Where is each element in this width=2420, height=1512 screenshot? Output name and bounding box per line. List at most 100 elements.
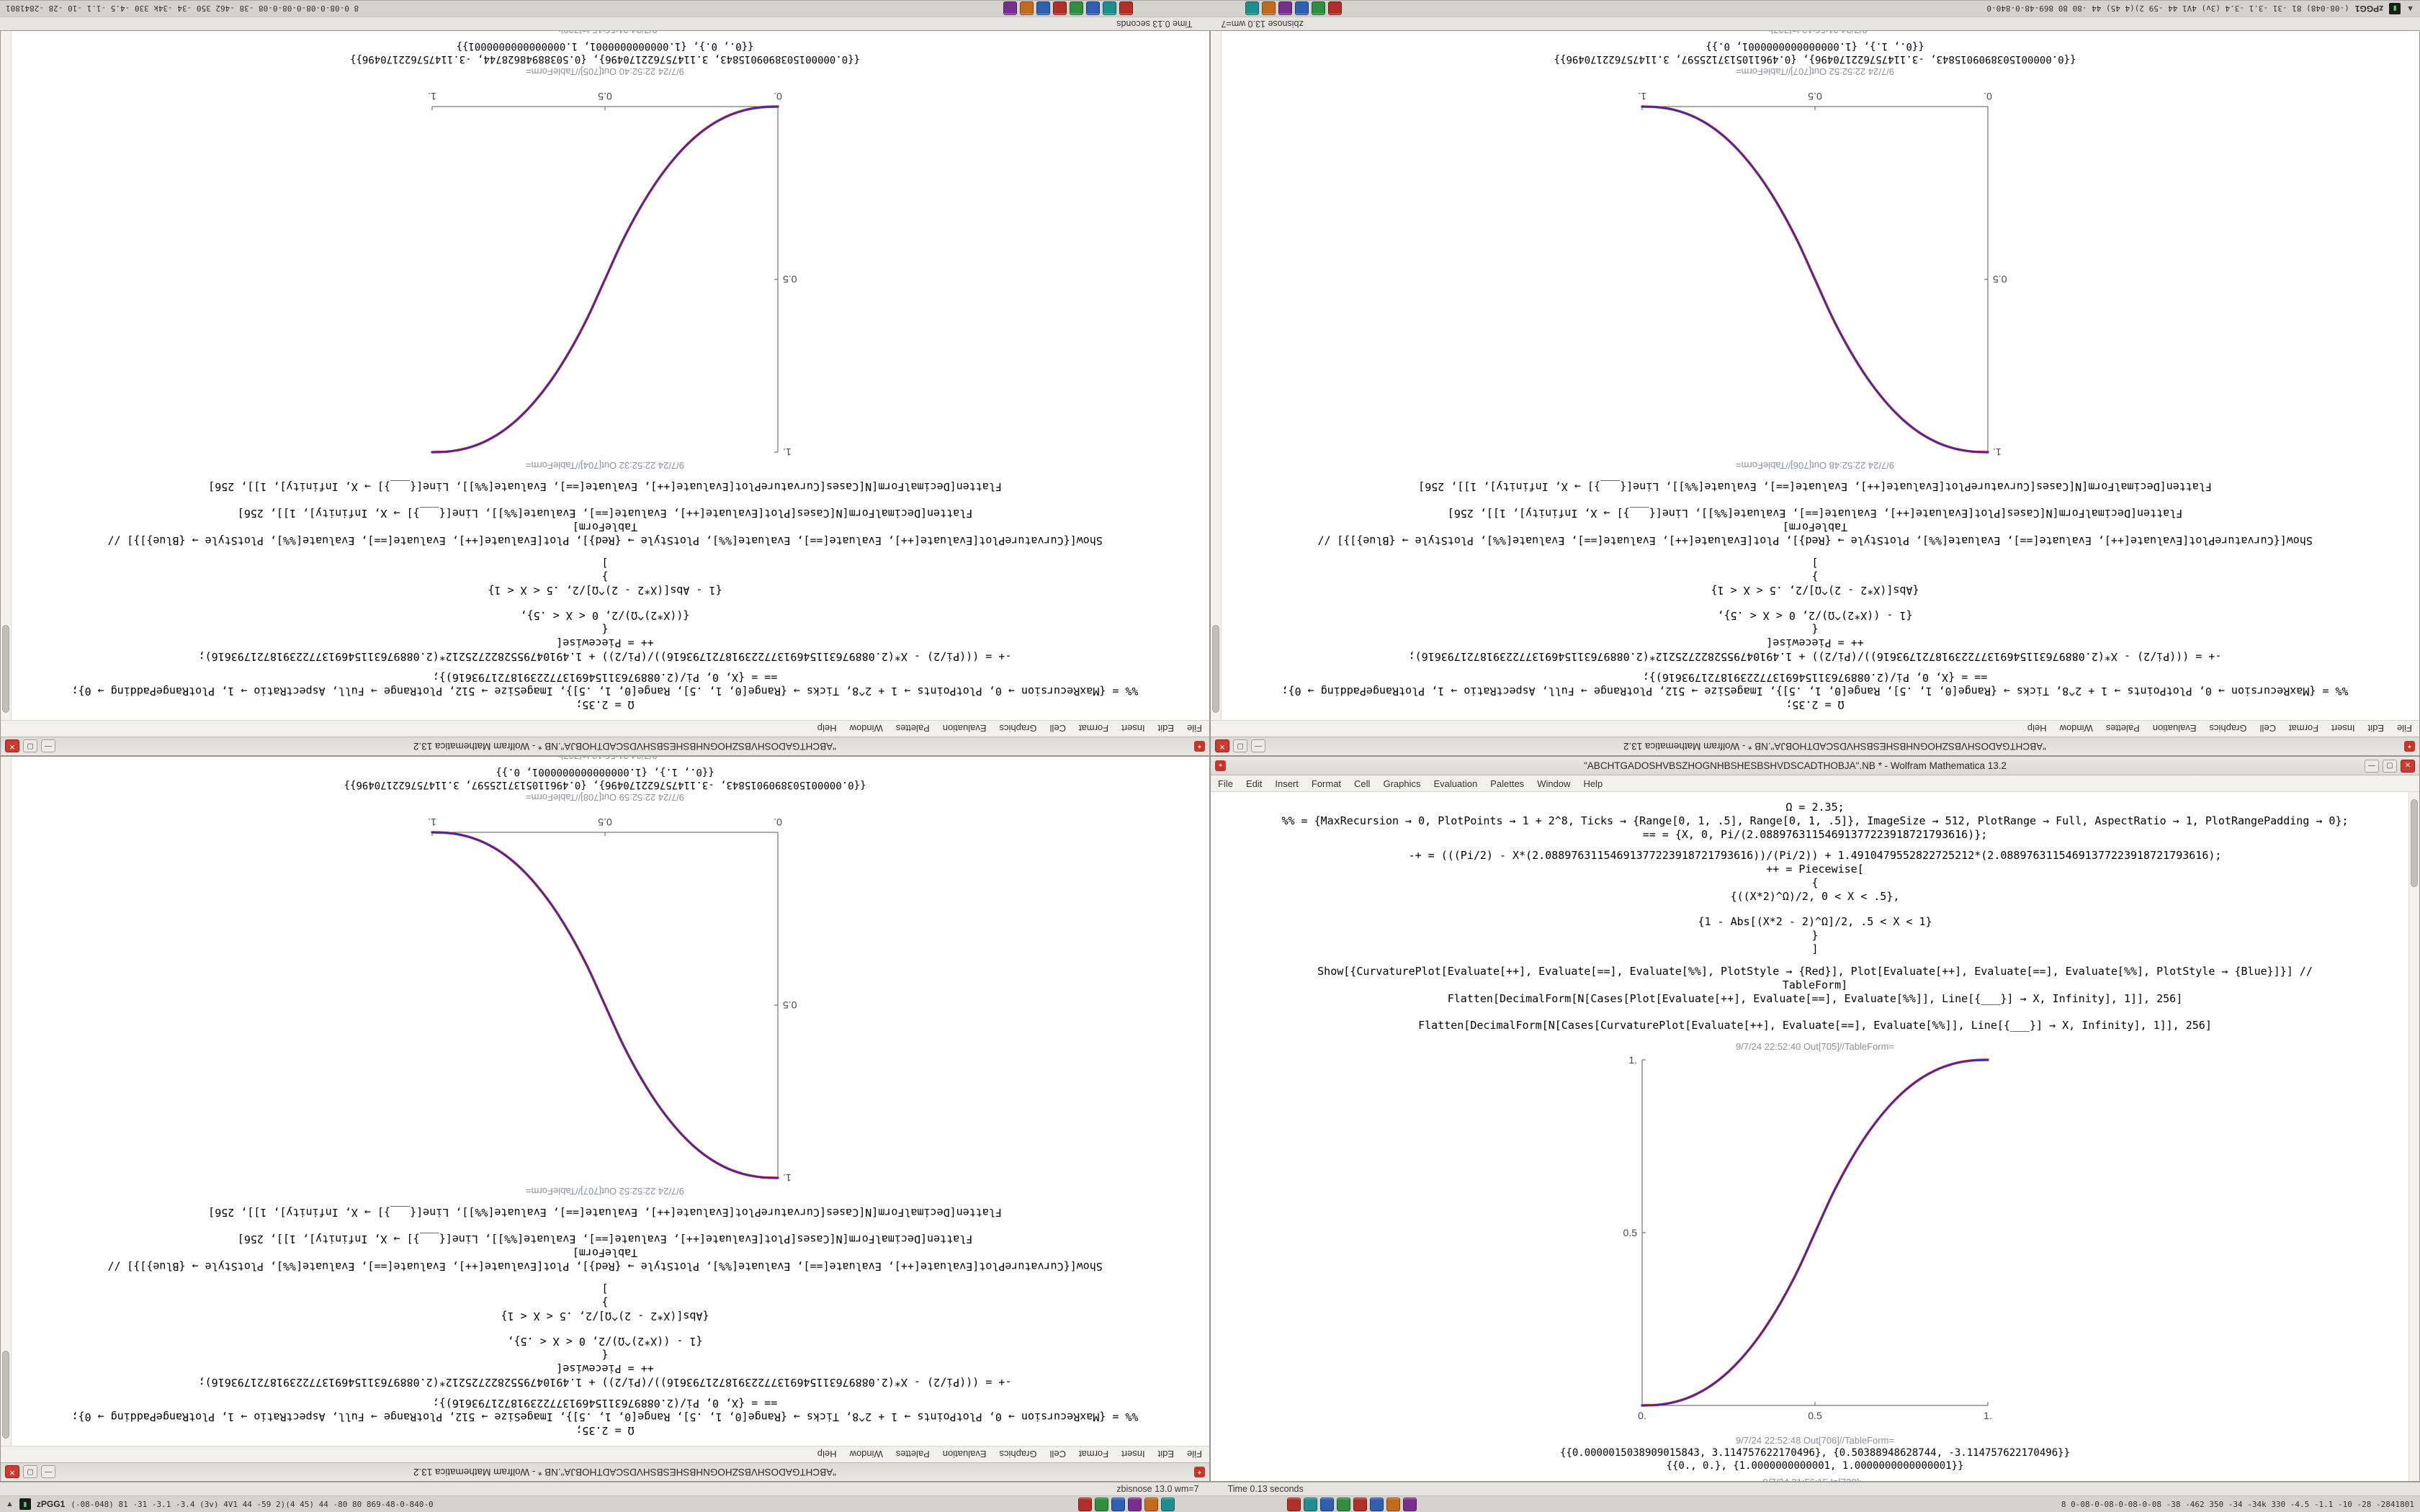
- app-icon[interactable]: [1053, 1, 1067, 16]
- app-icon[interactable]: [1402, 1497, 1417, 1511]
- app-icon[interactable]: [1160, 1497, 1175, 1511]
- menu-item[interactable]: Palettes: [2105, 723, 2140, 734]
- menu-item[interactable]: Graphics: [1383, 778, 1421, 789]
- menu-item[interactable]: File: [1187, 723, 1202, 734]
- app-icon[interactable]: [1319, 1497, 1334, 1511]
- app-icon[interactable]: [1127, 1497, 1142, 1511]
- app-icon[interactable]: [1336, 1497, 1350, 1511]
- menu-item[interactable]: Insert: [2331, 723, 2355, 734]
- scrollbar-thumb[interactable]: [2411, 799, 2418, 887]
- minimize-button[interactable]: —: [1251, 739, 1265, 753]
- app-icon[interactable]: [1119, 1, 1134, 16]
- menu-item[interactable]: Cell: [1049, 1449, 1066, 1460]
- menu-item[interactable]: Window: [2059, 723, 2093, 734]
- notebook-content[interactable]: Ω = 2.35;%% = {MaxRecursion → 0, PlotPoi…: [1211, 31, 2419, 720]
- close-button[interactable]: ✕: [1215, 739, 1229, 753]
- window-titlebar[interactable]: ✦ "ABCHTGADOSHVBSZHOGNHBSHESBSHVDSCADTHO…: [1, 1462, 1209, 1481]
- app-icon[interactable]: [1303, 1497, 1317, 1511]
- notebook-window-top-left[interactable]: ✦ "ABCHTGADOSHVBSZHOGNHBSHESBSHVDSCADTHO…: [0, 30, 1210, 756]
- app-icon[interactable]: [1369, 1497, 1384, 1511]
- menu-item[interactable]: Window: [1537, 778, 1571, 789]
- notebook-content[interactable]: Ω = 2.35;%% = {MaxRecursion → 0, PlotPoi…: [1211, 792, 2419, 1481]
- menu-item[interactable]: Insert: [1275, 778, 1299, 789]
- menu-item[interactable]: Help: [1583, 778, 1603, 789]
- menu-item[interactable]: Palettes: [1490, 778, 1525, 789]
- menu-item[interactable]: Window: [849, 1449, 883, 1460]
- maximize-button[interactable]: ▢: [2383, 759, 2397, 773]
- scrollbar-thumb[interactable]: [2, 1351, 9, 1439]
- menu-item[interactable]: Edit: [1157, 1449, 1175, 1460]
- app-icon[interactable]: [1094, 1497, 1108, 1511]
- menu-item[interactable]: Evaluation: [1433, 778, 1478, 789]
- notebook-window-top-right[interactable]: ✦ "ABCHTGADOSHVBSZHOGNHBSHESBSHVDSCADTHO…: [1210, 30, 2420, 756]
- menu-item[interactable]: Cell: [1049, 723, 1066, 734]
- minimize-button[interactable]: —: [41, 1465, 55, 1479]
- menu-item[interactable]: Help: [817, 1449, 837, 1460]
- menu-item[interactable]: Help: [2027, 723, 2047, 734]
- app-icon[interactable]: [1144, 1497, 1158, 1511]
- notebook-window-bottom-left[interactable]: ✦ "ABCHTGADOSHVBSZHOGNHBSHESBSHVDSCADTHO…: [0, 756, 1210, 1482]
- menu-item[interactable]: File: [2397, 723, 2412, 734]
- minimize-button[interactable]: —: [2365, 759, 2379, 773]
- app-icon[interactable]: [1328, 1, 1343, 16]
- app-icon[interactable]: [1295, 1, 1309, 16]
- app-icon[interactable]: [1278, 1, 1293, 16]
- close-button[interactable]: ✕: [5, 739, 19, 753]
- vertical-scrollbar[interactable]: [1, 31, 12, 720]
- app-icon[interactable]: [1103, 1, 1117, 16]
- input-cell-block[interactable]: Ω = 2.35;%% = {MaxRecursion → 0, PlotPoi…: [22, 480, 1188, 716]
- vertical-scrollbar[interactable]: [1, 757, 12, 1446]
- menu-item[interactable]: Evaluation: [942, 1449, 987, 1460]
- menu-item[interactable]: Edit: [1157, 723, 1175, 734]
- maximize-button[interactable]: ▢: [23, 1465, 37, 1479]
- menu-item[interactable]: Format: [1078, 723, 1109, 734]
- app-icon[interactable]: [1353, 1497, 1367, 1511]
- maximize-button[interactable]: ▢: [1233, 739, 1247, 753]
- show-desktop-icon[interactable]: ▲: [2406, 4, 2414, 13]
- menu-item[interactable]: Format: [1311, 778, 1342, 789]
- menu-item[interactable]: Insert: [1121, 1449, 1145, 1460]
- app-icon[interactable]: [1312, 1, 1326, 16]
- notebook-window-bottom-right[interactable]: ✦ "ABCHTGADOSHVBSZHOGNHBSHESBSHVDSCADTHO…: [1210, 756, 2420, 1482]
- vertical-scrollbar[interactable]: [2408, 792, 2419, 1481]
- show-desktop-icon[interactable]: ▲: [6, 1500, 14, 1508]
- app-icon[interactable]: [1020, 1, 1034, 16]
- input-cell-block[interactable]: Ω = 2.35;%% = {MaxRecursion → 0, PlotPoi…: [1232, 796, 2398, 1032]
- menu-item[interactable]: Palettes: [895, 723, 930, 734]
- menu-item[interactable]: Edit: [2367, 723, 2385, 734]
- menu-item[interactable]: Format: [1078, 1449, 1109, 1460]
- app-icon[interactable]: [1111, 1497, 1125, 1511]
- app-icon[interactable]: [1262, 1, 1276, 16]
- notebook-content[interactable]: Ω = 2.35;%% = {MaxRecursion → 0, PlotPoi…: [1, 31, 1209, 720]
- window-titlebar[interactable]: ✦ "ABCHTGADOSHVBSZHOGNHBSHESBSHVDSCADTHO…: [1211, 757, 2419, 775]
- vertical-scrollbar[interactable]: [1211, 31, 1222, 720]
- menu-item[interactable]: Help: [817, 723, 837, 734]
- menu-item[interactable]: Evaluation: [942, 723, 987, 734]
- menu-item[interactable]: Graphics: [2209, 723, 2247, 734]
- scrollbar-thumb[interactable]: [1212, 625, 1219, 713]
- menu-item[interactable]: Graphics: [999, 723, 1037, 734]
- app-icon[interactable]: [1077, 1497, 1092, 1511]
- menu-item[interactable]: Insert: [1121, 723, 1145, 734]
- app-icon[interactable]: [1086, 1, 1101, 16]
- scrollbar-thumb[interactable]: [2, 625, 9, 713]
- app-icon[interactable]: [1070, 1, 1084, 16]
- menu-item[interactable]: Format: [2288, 723, 2319, 734]
- menu-item[interactable]: File: [1187, 1449, 1202, 1460]
- input-cell-block[interactable]: Ω = 2.35;%% = {MaxRecursion → 0, PlotPoi…: [22, 1205, 1188, 1441]
- close-button[interactable]: ✕: [5, 1465, 19, 1479]
- input-cell-block[interactable]: Ω = 2.35;%% = {MaxRecursion → 0, PlotPoi…: [1232, 480, 2398, 716]
- minimize-button[interactable]: —: [41, 739, 55, 753]
- close-button[interactable]: ✕: [2401, 759, 2415, 773]
- terminal-icon[interactable]: ▮: [2389, 3, 2401, 14]
- window-titlebar[interactable]: ✦ "ABCHTGADOSHVBSZHOGNHBSHESBSHVDSCADTHO…: [1211, 737, 2419, 755]
- menu-item[interactable]: Evaluation: [2152, 723, 2197, 734]
- terminal-icon[interactable]: ▮: [19, 1498, 31, 1510]
- app-icon[interactable]: [1245, 1, 1260, 16]
- menu-item[interactable]: Palettes: [895, 1449, 930, 1460]
- maximize-button[interactable]: ▢: [23, 739, 37, 753]
- app-icon[interactable]: [1036, 1, 1051, 16]
- notebook-content[interactable]: Ω = 2.35;%% = {MaxRecursion → 0, PlotPoi…: [1, 757, 1209, 1446]
- menu-item[interactable]: File: [1218, 778, 1233, 789]
- window-titlebar[interactable]: ✦ "ABCHTGADOSHVBSZHOGNHBSHESBSHVDSCADTHO…: [1, 737, 1209, 755]
